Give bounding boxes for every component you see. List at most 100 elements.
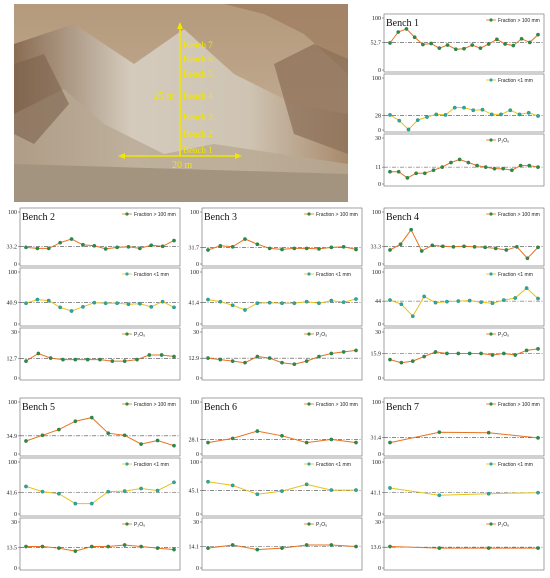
data-point (414, 171, 418, 176)
data-point (57, 546, 61, 550)
legend-label: P₂O₅ (134, 522, 145, 528)
y-tick-label: 30 (375, 330, 381, 336)
bench-4-panel: Bench 4 100 33.3 0 Fraction > 100 mm 100 44 0 Fr… (368, 207, 546, 384)
data-point (36, 351, 41, 356)
data-point (415, 118, 420, 122)
data-point (404, 27, 409, 31)
data-point (172, 443, 176, 448)
outcrop-photo: Bench 7 Bench 6 Bench 5 Bench 4 Bench 3 … (14, 4, 348, 202)
legend-swatch-marker (489, 212, 493, 216)
series-2-bench-4: 100 44 0 Fraction <1 mm (372, 267, 545, 328)
legend-swatch-marker (489, 138, 493, 142)
panel-frame (201, 207, 363, 267)
data-point (388, 357, 392, 362)
data-point (478, 46, 483, 51)
y-tick-label: 0 (378, 376, 381, 382)
y-tick-label: 30 (193, 520, 199, 526)
legend-label: Fraction > 100 mm (134, 402, 176, 408)
series-2-bench-6: 100 45.1 0 Fraction <1 mm (189, 457, 363, 518)
series-line (389, 28, 539, 50)
panel-frame (383, 327, 545, 381)
data-point (470, 43, 475, 47)
data-point (354, 247, 358, 252)
data-point (431, 168, 436, 173)
data-point (292, 246, 297, 251)
panel-frame (383, 207, 545, 267)
height-label: 25 m (154, 91, 175, 102)
y-tick-label: 100 (372, 460, 381, 466)
y-tick-label: 100 (190, 210, 199, 216)
data-point (139, 442, 143, 446)
panel-frame (201, 457, 363, 517)
data-point (396, 30, 401, 34)
data-point (24, 359, 28, 363)
panel-frame (201, 327, 363, 381)
data-point (230, 303, 235, 308)
y-tick-label: 0 (196, 566, 199, 572)
legend-label: Fraction > 100 mm (316, 212, 358, 218)
data-point (437, 493, 442, 498)
legend-label: Fraction <1 mm (498, 462, 533, 468)
data-point (35, 246, 40, 251)
data-point (388, 169, 392, 174)
bench-label-1: Bench 1 (183, 145, 213, 155)
series-2-bench-5: 100 41.6 0 Fraction <1 mm (7, 457, 181, 518)
data-point (536, 245, 540, 250)
data-point (149, 243, 154, 248)
data-point (230, 359, 235, 363)
data-point (24, 245, 28, 250)
data-point (397, 118, 402, 123)
panel-frame (383, 267, 545, 327)
data-point (317, 301, 321, 306)
data-point (329, 245, 334, 250)
data-point (462, 46, 466, 51)
y-tick-label: 0 (378, 262, 381, 268)
data-point (430, 243, 435, 248)
data-point (24, 301, 28, 306)
data-point (58, 240, 63, 245)
y-tick-label: 100 (372, 270, 381, 276)
data-point (536, 114, 540, 118)
series-line (25, 299, 175, 312)
data-point (536, 546, 540, 550)
data-point (490, 301, 495, 306)
legend-label: Fraction > 100 mm (498, 402, 540, 408)
legend-label: Fraction > 100 mm (498, 212, 540, 218)
legend-label: Fraction > 100 mm (134, 212, 176, 218)
legend-swatch-marker (125, 272, 129, 276)
series-1-bench-3: 100 31.7 0 Fraction > 100 mm (189, 207, 363, 268)
data-point (456, 351, 461, 356)
y-tick-label: 0 (378, 566, 381, 572)
data-point (501, 298, 506, 302)
data-point (46, 298, 51, 303)
bench-label-5: Bench 5 (183, 69, 213, 79)
data-point (255, 429, 260, 433)
data-point (255, 301, 260, 306)
series-line (389, 228, 539, 260)
data-point (255, 354, 260, 359)
data-point (388, 298, 392, 302)
width-label: 20 m (172, 160, 193, 171)
data-point (410, 314, 415, 319)
legend-label: P₂O₅ (134, 332, 145, 338)
data-point (483, 245, 487, 250)
y-tick-label: 30 (375, 136, 381, 142)
legend-label: Fraction > 100 mm (498, 18, 540, 24)
data-point (172, 305, 176, 310)
legend-swatch-marker (307, 332, 311, 336)
data-point (48, 356, 53, 360)
data-point (501, 166, 506, 171)
data-point (137, 246, 142, 251)
data-point (445, 43, 450, 47)
y-tick-label: 41.6 (7, 490, 18, 496)
data-point (85, 357, 90, 362)
data-point (172, 354, 176, 359)
legend-swatch-marker (489, 522, 493, 526)
panel-frame (201, 397, 363, 457)
data-point (57, 427, 61, 432)
bench-2-panel: Bench 2 100 33.2 0 Fraction > 100 mm 100 40.9 0… (4, 207, 182, 384)
data-point (206, 297, 210, 302)
data-point (354, 297, 358, 301)
series-3-bench-1: 30 11 0 P₂O₅ (375, 133, 545, 188)
data-point (388, 440, 392, 445)
